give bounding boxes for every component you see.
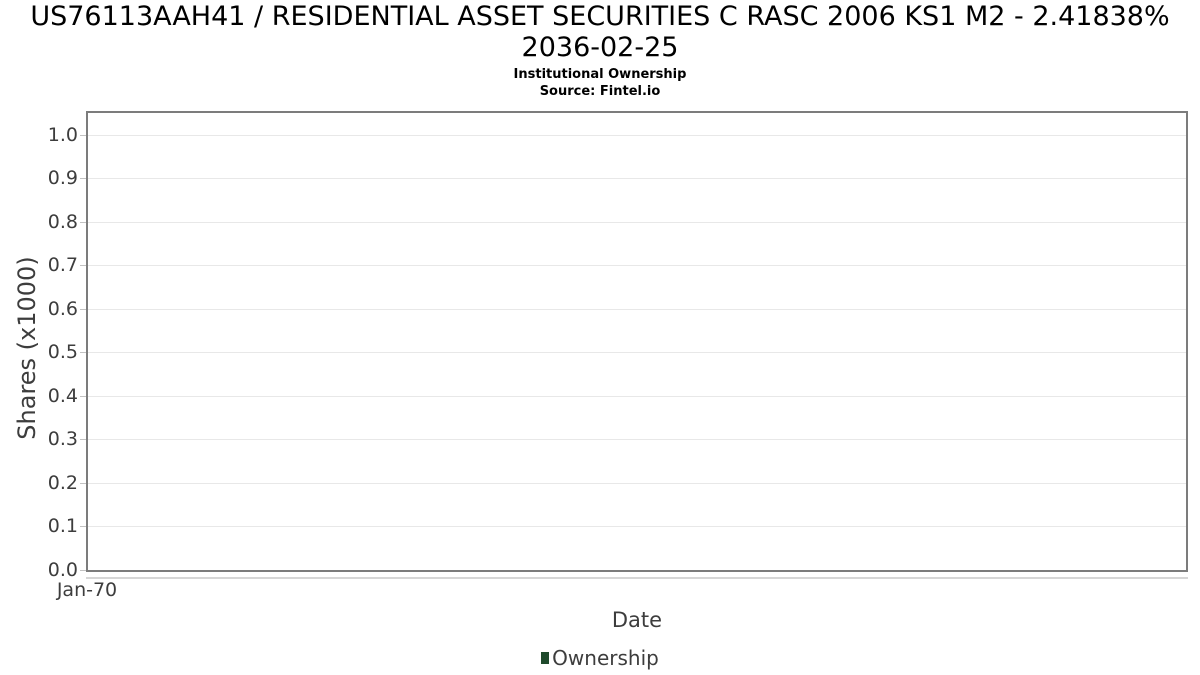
y-gridline <box>88 439 1186 440</box>
y-tick-mark <box>80 352 86 353</box>
y-tick-label: 0.6 <box>47 298 78 320</box>
y-tick-label: 0.1 <box>47 515 78 537</box>
y-gridline <box>88 265 1186 266</box>
y-tick-mark <box>80 178 86 179</box>
chart-source-credit: Source: Fintel.io <box>539 84 661 99</box>
y-tick-mark <box>80 265 86 266</box>
y-tick-mark <box>80 570 86 571</box>
y-tick-label: 0.9 <box>47 167 78 189</box>
y-tick-label: 0.2 <box>47 472 78 494</box>
y-tick-mark <box>80 439 86 440</box>
y-gridline <box>88 352 1186 353</box>
chart-title: US76113AAH41 / RESIDENTIAL ASSET SECURIT… <box>0 1 1200 63</box>
y-tick-mark <box>80 396 86 397</box>
y-gridline <box>88 178 1186 179</box>
y-gridline <box>88 483 1186 484</box>
chart-subtitle: Institutional Ownership <box>513 67 687 82</box>
x-axis-tick-line <box>86 577 1188 579</box>
y-gridline <box>88 526 1186 527</box>
y-gridline <box>88 222 1186 223</box>
y-tick-label: 0.7 <box>47 254 78 276</box>
y-tick-label: 0.0 <box>47 559 78 581</box>
chart-title-line2: 2036-02-25 <box>521 32 679 63</box>
x-tick-label: Jan-70 <box>56 579 118 601</box>
plot-area <box>86 111 1188 572</box>
x-axis-title: Date <box>611 608 663 632</box>
y-gridline <box>88 309 1186 310</box>
y-gridline <box>88 396 1186 397</box>
y-tick-marks <box>80 113 86 571</box>
legend-swatch-ownership <box>541 652 550 664</box>
legend-label-ownership: Ownership <box>552 646 659 670</box>
y-tick-mark <box>80 526 86 527</box>
y-tick-mark <box>80 483 86 484</box>
y-tick-labels: 0.0 0.1 0.2 0.3 0.4 0.5 0.6 0.7 0.8 0.9 1.0 <box>0 113 78 581</box>
chart-title-line1: US76113AAH41 / RESIDENTIAL ASSET SECURIT… <box>30 1 1170 32</box>
y-tick-label: 1.0 <box>47 124 78 146</box>
y-tick-label: 0.4 <box>47 385 78 407</box>
y-tick-mark <box>80 135 86 136</box>
legend: Ownership <box>0 647 1200 669</box>
y-tick-label: 0.5 <box>47 341 78 363</box>
y-tick-mark <box>80 222 86 223</box>
y-tick-label: 0.3 <box>47 428 78 450</box>
y-tick-label: 0.8 <box>47 211 78 233</box>
y-tick-mark <box>80 309 86 310</box>
y-gridline <box>88 135 1186 136</box>
